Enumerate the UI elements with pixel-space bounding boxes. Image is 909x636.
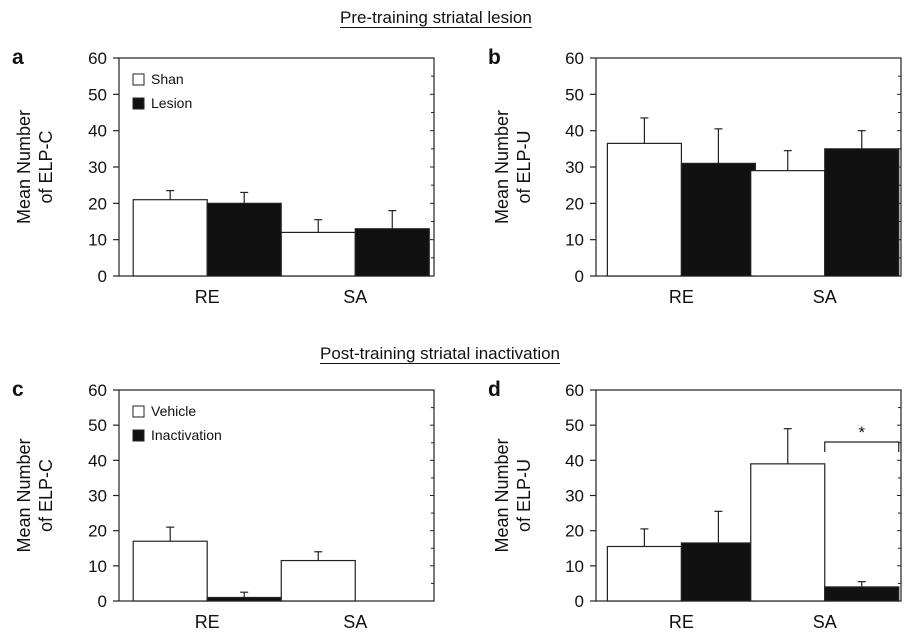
bar [280, 559, 356, 602]
y-axis-label: Mean Number of ELP-C [14, 110, 56, 224]
y-tick-label: 50 [565, 416, 584, 435]
section-title-post-training: Post-training striatal inactivation [320, 344, 561, 363]
y-tick-label: 0 [98, 592, 107, 611]
y-tick-label: 50 [565, 85, 584, 104]
bar [680, 162, 757, 277]
y-axis-label-line: Mean Number [492, 438, 512, 552]
legend-swatch [132, 429, 145, 442]
x-tick-label: SA [813, 612, 837, 632]
x-tick-label: SA [813, 287, 837, 307]
bar [606, 142, 683, 277]
panel-letter: c [12, 378, 24, 401]
bar [280, 231, 356, 277]
y-tick-label: 0 [575, 592, 584, 611]
y-tick-label: 50 [88, 85, 107, 104]
bar [206, 596, 282, 602]
bar [354, 228, 430, 277]
y-axis-label-line: Mean Number [14, 438, 34, 552]
y-tick-label: 20 [88, 522, 107, 541]
x-tick-label: RE [669, 612, 694, 632]
x-tick-label: RE [669, 287, 694, 307]
y-tick-label: 30 [88, 158, 107, 177]
y-tick-label: 40 [565, 451, 584, 470]
y-tick-label: 40 [565, 122, 584, 141]
bar [750, 170, 826, 277]
y-axis-label-line: of ELP-C [36, 459, 56, 532]
y-axis-label-line: of ELP-U [514, 130, 534, 203]
section-title-pre-training: Pre-training striatal lesion [340, 8, 532, 27]
y-axis-label-line: Mean Number [14, 110, 34, 224]
x-tick-label: RE [195, 612, 220, 632]
significance-bracket [824, 441, 900, 452]
y-tick-label: 10 [88, 231, 107, 250]
y-axis-label-line: Mean Number [492, 110, 512, 224]
y-tick-label: 20 [565, 522, 584, 541]
bar [680, 542, 757, 602]
bar [824, 586, 900, 602]
bar [132, 199, 208, 277]
y-axis-label: Mean Number of ELP-C [14, 438, 56, 552]
y-tick-label: 40 [88, 451, 107, 470]
y-axis-label: Mean Number of ELP-U [492, 438, 534, 552]
legend-label: Vehicle [151, 403, 196, 419]
y-tick-label: 20 [565, 194, 584, 213]
y-tick-label: 10 [88, 557, 107, 576]
y-tick-label: 30 [565, 487, 584, 506]
y-tick-label: 60 [88, 49, 107, 68]
panel-letter: b [488, 46, 501, 69]
panel-letter: a [12, 46, 24, 69]
y-tick-label: 60 [565, 49, 584, 68]
significance-star: * [858, 423, 865, 442]
legend-label: Shan [151, 71, 184, 87]
legend-swatch [132, 97, 145, 110]
y-tick-label: 30 [88, 487, 107, 506]
panel-a: a 0 10 20 30 40 50 60 Mean Number of ELP-C RE SA Sha… [12, 46, 435, 307]
y-axis-label: Mean Number of ELP-U [492, 110, 534, 224]
bar [206, 202, 282, 277]
y-tick-label: 0 [98, 267, 107, 286]
bar [824, 148, 900, 277]
panel-letter: d [488, 378, 501, 401]
y-tick-label: 20 [88, 194, 107, 213]
y-tick-label: 60 [565, 381, 584, 400]
bar [606, 545, 683, 602]
panel-b: b 0 10 20 30 40 50 60 Mean Number of ELP-U RE SA [488, 46, 902, 307]
bar [750, 463, 826, 602]
y-axis-label-line: of ELP-C [36, 130, 56, 203]
bar [132, 540, 208, 602]
legend-swatch [132, 405, 145, 418]
legend-swatch [132, 73, 145, 86]
x-tick-label: RE [195, 287, 220, 307]
panel-c: c 0 10 20 30 40 50 60 Mean Number of ELP-C RE SA Veh… [12, 378, 435, 632]
y-tick-label: 40 [88, 122, 107, 141]
y-tick-label: 10 [565, 231, 584, 250]
y-tick-label: 0 [575, 267, 584, 286]
x-tick-label: SA [343, 287, 367, 307]
panel-d: d 0 10 20 30 40 50 60 Mean Number of ELP-U RE SA * [488, 378, 902, 632]
y-tick-label: 10 [565, 557, 584, 576]
y-tick-label: 30 [565, 158, 584, 177]
x-tick-label: SA [343, 612, 367, 632]
legend-label: Inactivation [151, 427, 222, 443]
y-tick-label: 50 [88, 416, 107, 435]
y-tick-label: 60 [88, 381, 107, 400]
y-axis-label-line: of ELP-U [514, 459, 534, 532]
legend-label: Lesion [151, 95, 192, 111]
